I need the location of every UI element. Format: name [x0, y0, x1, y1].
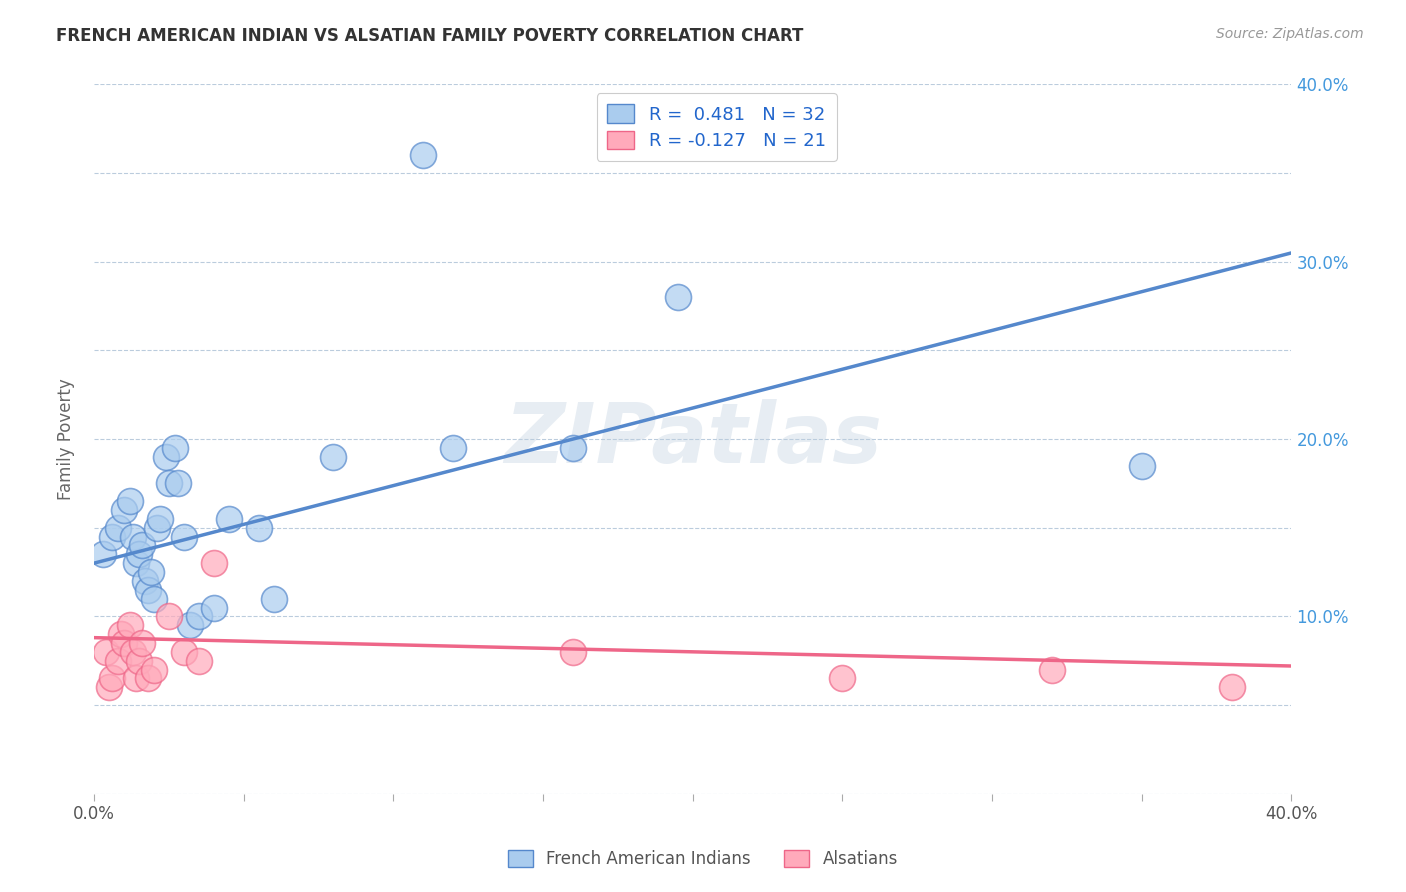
- Point: [121, 645, 143, 659]
- Point: [136, 672, 159, 686]
- Point: [107, 521, 129, 535]
- Point: [666, 290, 689, 304]
- Point: [136, 582, 159, 597]
- Point: [163, 441, 186, 455]
- Point: [101, 530, 124, 544]
- Point: [155, 450, 177, 464]
- Point: [202, 556, 225, 570]
- Point: [247, 521, 270, 535]
- Point: [831, 672, 853, 686]
- Point: [263, 591, 285, 606]
- Legend: R =  0.481   N = 32, R = -0.127   N = 21: R = 0.481 N = 32, R = -0.127 N = 21: [596, 94, 837, 161]
- Point: [173, 645, 195, 659]
- Point: [202, 600, 225, 615]
- Text: Source: ZipAtlas.com: Source: ZipAtlas.com: [1216, 27, 1364, 41]
- Point: [441, 441, 464, 455]
- Point: [142, 663, 165, 677]
- Point: [121, 530, 143, 544]
- Point: [173, 530, 195, 544]
- Point: [187, 654, 209, 668]
- Point: [110, 627, 132, 641]
- Point: [322, 450, 344, 464]
- Point: [128, 654, 150, 668]
- Text: ZIPatlas: ZIPatlas: [503, 399, 882, 480]
- Point: [112, 636, 135, 650]
- Point: [118, 618, 141, 632]
- Point: [157, 476, 180, 491]
- Point: [166, 476, 188, 491]
- Point: [412, 148, 434, 162]
- Point: [561, 645, 583, 659]
- Point: [131, 636, 153, 650]
- Point: [139, 565, 162, 579]
- Point: [187, 609, 209, 624]
- Point: [561, 441, 583, 455]
- Point: [149, 512, 172, 526]
- Point: [146, 521, 169, 535]
- Point: [97, 681, 120, 695]
- Point: [134, 574, 156, 588]
- Point: [179, 618, 201, 632]
- Point: [157, 609, 180, 624]
- Point: [107, 654, 129, 668]
- Point: [1040, 663, 1063, 677]
- Point: [1130, 458, 1153, 473]
- Point: [125, 672, 148, 686]
- Point: [94, 645, 117, 659]
- Point: [128, 547, 150, 561]
- Point: [218, 512, 240, 526]
- Point: [101, 672, 124, 686]
- Point: [131, 538, 153, 552]
- Text: FRENCH AMERICAN INDIAN VS ALSATIAN FAMILY POVERTY CORRELATION CHART: FRENCH AMERICAN INDIAN VS ALSATIAN FAMIL…: [56, 27, 804, 45]
- Point: [112, 503, 135, 517]
- Y-axis label: Family Poverty: Family Poverty: [58, 378, 75, 500]
- Point: [1220, 681, 1243, 695]
- Legend: French American Indians, Alsatians: French American Indians, Alsatians: [502, 843, 904, 875]
- Point: [118, 494, 141, 508]
- Point: [142, 591, 165, 606]
- Point: [91, 547, 114, 561]
- Point: [125, 556, 148, 570]
